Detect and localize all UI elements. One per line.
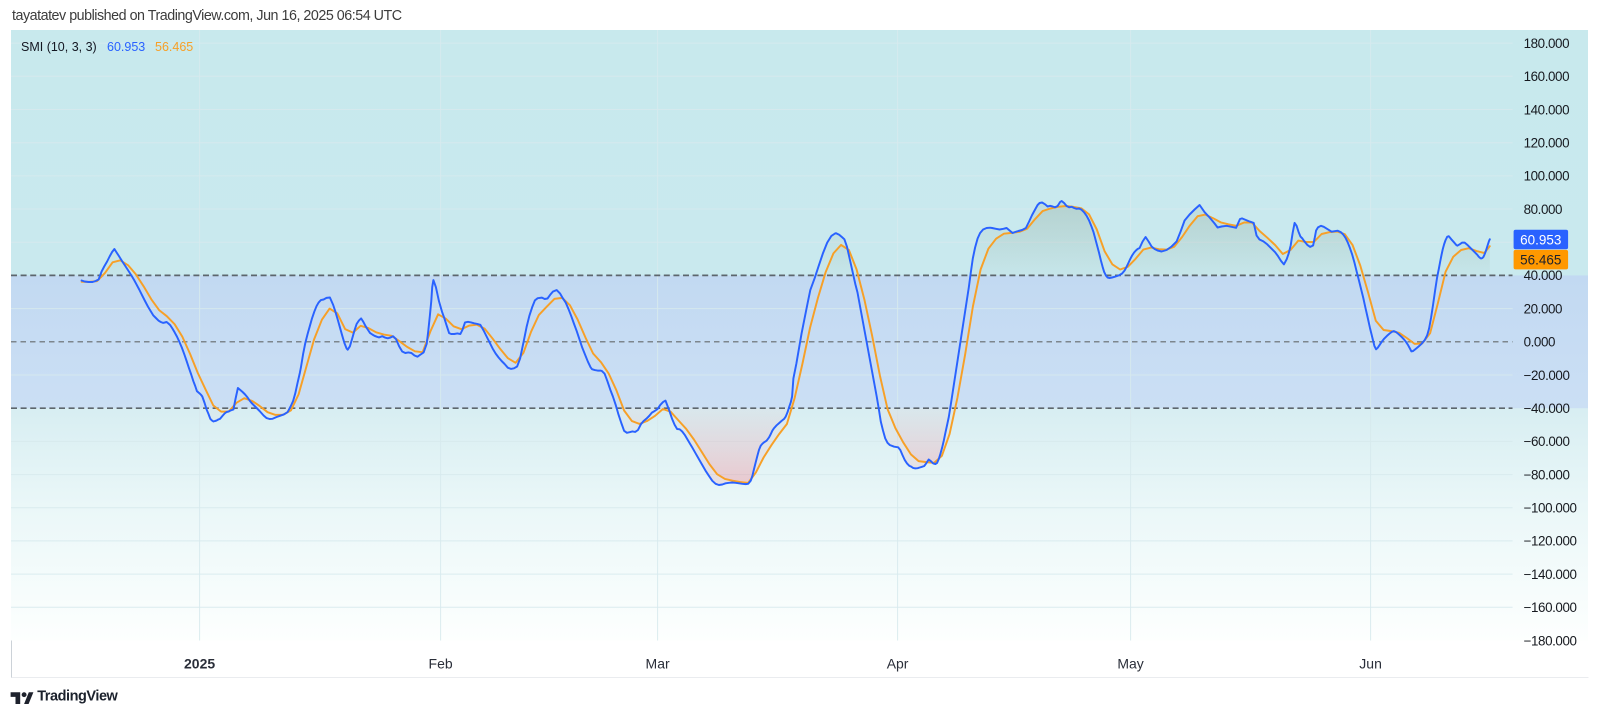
svg-text:−80.000: −80.000 [1524, 467, 1570, 482]
svg-text:−180.000: −180.000 [1524, 633, 1577, 648]
svg-text:2025: 2025 [184, 655, 215, 671]
svg-text:0.000: 0.000 [1524, 334, 1555, 349]
svg-text:140.000: 140.000 [1524, 102, 1570, 117]
svg-text:100.000: 100.000 [1524, 168, 1570, 183]
svg-text:40.000: 40.000 [1524, 268, 1563, 283]
svg-text:80.000: 80.000 [1524, 201, 1563, 216]
svg-text:−160.000: −160.000 [1524, 600, 1577, 615]
svg-text:TradingView: TradingView [37, 689, 118, 705]
svg-text:Apr: Apr [887, 655, 909, 671]
svg-text:160.000: 160.000 [1524, 69, 1570, 84]
svg-text:Jun: Jun [1360, 655, 1383, 671]
svg-text:120.000: 120.000 [1524, 135, 1570, 150]
svg-text:Mar: Mar [646, 655, 670, 671]
svg-text:20.000: 20.000 [1524, 301, 1563, 316]
svg-text:180.000: 180.000 [1524, 35, 1570, 50]
svg-text:−20.000: −20.000 [1524, 367, 1570, 382]
svg-text:−40.000: −40.000 [1524, 400, 1570, 415]
svg-text:−120.000: −120.000 [1524, 533, 1577, 548]
svg-text:Feb: Feb [429, 655, 453, 671]
svg-text:60.953: 60.953 [1521, 232, 1562, 247]
svg-text:−100.000: −100.000 [1524, 500, 1577, 515]
svg-text:May: May [1118, 655, 1144, 671]
svg-text:−60.000: −60.000 [1524, 434, 1570, 449]
svg-text:56.465: 56.465 [1521, 252, 1562, 267]
svg-text:−140.000: −140.000 [1524, 566, 1577, 581]
